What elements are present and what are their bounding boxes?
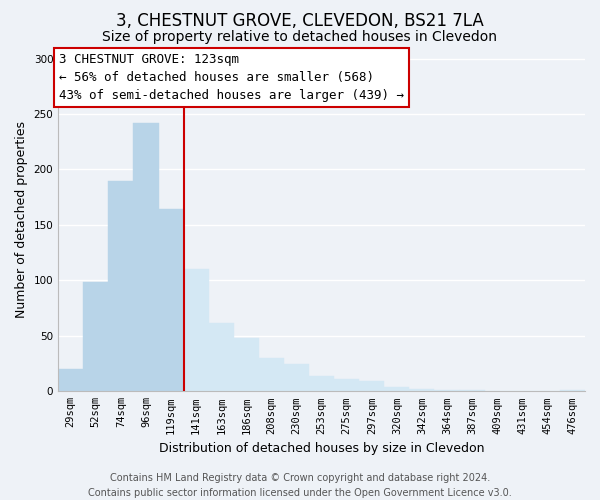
Bar [109,180,133,392]
Bar [158,210,184,392]
Bar [209,322,234,392]
Bar [58,369,83,392]
Text: 3 CHESTNUT GROVE: 123sqm
← 56% of detached houses are smaller (568)
43% of semi-: 3 CHESTNUT GROVE: 123sqm ← 56% of detach… [59,53,404,102]
Bar [234,338,259,392]
Bar [334,379,359,392]
Bar [83,282,109,392]
Bar [460,390,485,392]
Bar [133,123,158,392]
Bar [560,390,585,392]
Bar [184,270,209,392]
Bar [309,376,334,392]
Y-axis label: Number of detached properties: Number of detached properties [15,121,28,318]
Text: 3, CHESTNUT GROVE, CLEVEDON, BS21 7LA: 3, CHESTNUT GROVE, CLEVEDON, BS21 7LA [116,12,484,30]
Bar [359,382,385,392]
X-axis label: Distribution of detached houses by size in Clevedon: Distribution of detached houses by size … [159,442,484,455]
Text: Size of property relative to detached houses in Clevedon: Size of property relative to detached ho… [103,30,497,44]
Bar [284,364,309,392]
Bar [259,358,284,392]
Bar [434,390,460,392]
Text: Contains HM Land Registry data © Crown copyright and database right 2024.
Contai: Contains HM Land Registry data © Crown c… [88,472,512,498]
Bar [385,387,409,392]
Bar [409,389,434,392]
